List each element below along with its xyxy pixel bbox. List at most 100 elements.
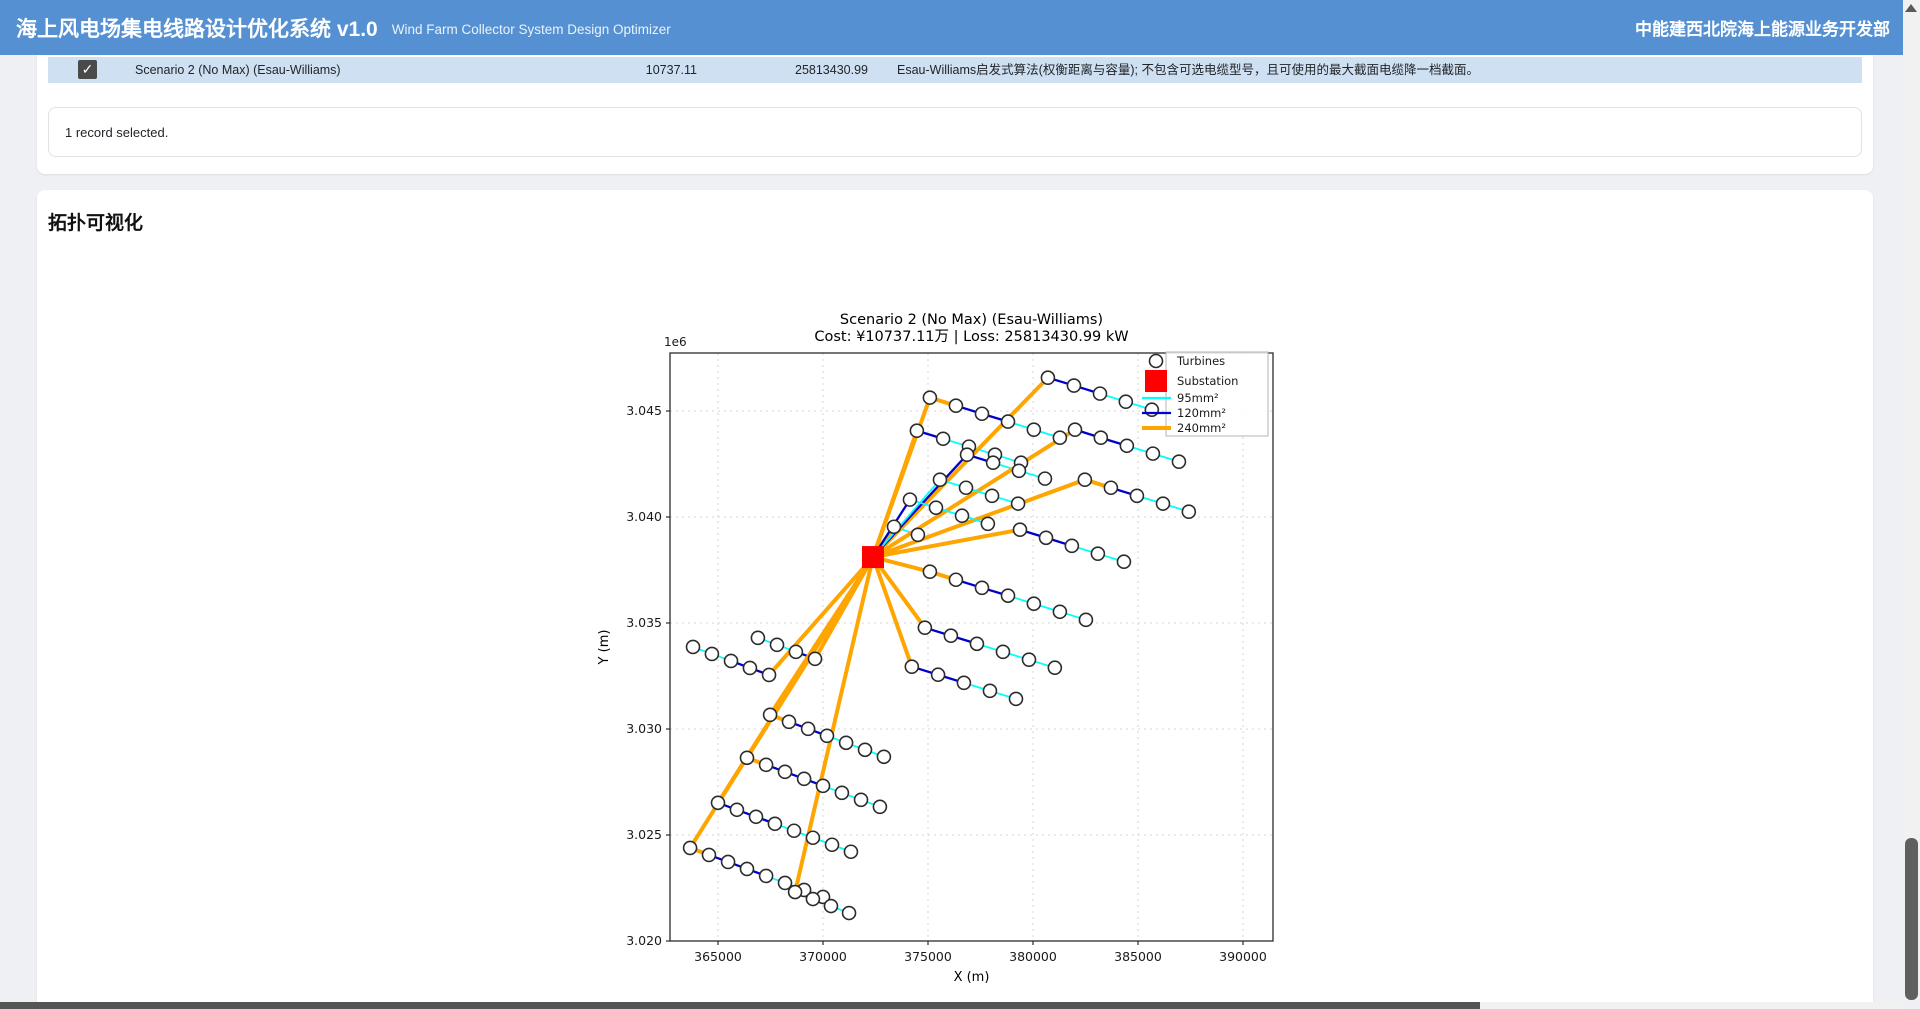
section-title: 拓扑可视化 xyxy=(48,208,143,235)
legend-label: Turbines xyxy=(1176,354,1225,368)
x-axis-label: X (m) xyxy=(954,970,990,985)
scenario-cost-cell: 10737.11 xyxy=(548,57,697,83)
turbine-marker xyxy=(1002,415,1015,428)
turbine-marker xyxy=(1040,531,1053,544)
turbine-marker xyxy=(949,573,962,586)
x-tick-label: 380000 xyxy=(1009,949,1057,964)
turbine-marker xyxy=(768,817,781,830)
vertical-scrollbar[interactable] xyxy=(1903,0,1920,1002)
turbine-marker xyxy=(944,629,957,642)
y-tick-label: 3.025 xyxy=(626,827,662,842)
turbine-marker xyxy=(873,800,886,813)
turbine-marker xyxy=(1079,613,1092,626)
turbine-marker xyxy=(957,676,970,689)
turbine-marker xyxy=(826,838,839,851)
turbine-marker xyxy=(760,869,773,882)
turbine-marker xyxy=(905,660,918,673)
turbine-marker xyxy=(722,855,735,868)
x-tick-label: 385000 xyxy=(1114,949,1162,964)
substation-marker xyxy=(862,546,884,568)
y-tick-label: 3.030 xyxy=(626,721,662,736)
turbine-marker xyxy=(1156,497,1169,510)
x-tick-label: 375000 xyxy=(904,949,952,964)
scenario-table-row[interactable]: ✓ Scenario 2 (No Max) (Esau-Williams) 10… xyxy=(48,57,1862,83)
turbine-marker xyxy=(975,581,988,594)
turbine-marker xyxy=(687,640,700,653)
turbine-marker xyxy=(1065,539,1078,552)
turbine-marker xyxy=(983,684,996,697)
selection-status-box: 1 record selected. xyxy=(48,107,1862,157)
turbine-marker xyxy=(933,473,946,486)
turbine-marker xyxy=(937,432,950,445)
turbine-marker xyxy=(1091,547,1104,560)
turbine-marker xyxy=(809,652,822,665)
scroll-up-icon[interactable] xyxy=(1905,4,1917,12)
scenario-loss-cell: 25813430.99 xyxy=(728,57,868,83)
turbine-marker xyxy=(1068,423,1081,436)
app-department: 中能建西北院海上能源业务开发部 xyxy=(1635,15,1890,40)
turbine-marker xyxy=(1009,692,1022,705)
turbine-marker xyxy=(840,736,853,749)
turbine-marker xyxy=(1002,589,1015,602)
turbine-marker xyxy=(817,779,830,792)
row-checkbox[interactable]: ✓ xyxy=(78,60,97,79)
scenario-description-cell: Esau-Williams启发式算法(权衡距离与容量); 不包含可选电缆型号，且… xyxy=(897,57,1479,83)
turbine-marker xyxy=(877,750,890,763)
y-tick-label: 3.020 xyxy=(626,933,662,948)
turbine-marker xyxy=(712,796,725,809)
turbine-marker xyxy=(778,765,791,778)
y-tick-label: 3.045 xyxy=(626,403,662,418)
turbine-marker xyxy=(1013,523,1026,536)
turbine-marker xyxy=(1012,497,1025,510)
turbine-marker xyxy=(802,722,815,735)
app-title: 海上风电场集电线路设计优化系统 v1.0 xyxy=(16,13,378,43)
turbine-marker xyxy=(929,501,942,514)
turbine-marker xyxy=(750,810,763,823)
topology-card: 拓扑可视化 3650003700003750003800003850003900… xyxy=(37,190,1873,1009)
turbine-marker xyxy=(788,824,801,837)
turbine-marker xyxy=(932,668,945,681)
turbine-marker xyxy=(1048,661,1061,674)
legend-label: 240mm² xyxy=(1177,421,1226,435)
turbine-marker xyxy=(1130,489,1143,502)
vertical-scrollbar-thumb[interactable] xyxy=(1905,838,1918,1000)
legend-label: 120mm² xyxy=(1177,406,1226,420)
turbine-marker xyxy=(910,424,923,437)
turbine-marker xyxy=(789,645,802,658)
turbine-marker xyxy=(1067,379,1080,392)
turbine-marker xyxy=(960,481,973,494)
turbine-marker xyxy=(903,493,916,506)
turbine-marker xyxy=(725,654,738,667)
turbine-marker xyxy=(1104,481,1117,494)
results-card: ✓ Scenario 2 (No Max) (Esau-Williams) 10… xyxy=(37,55,1873,174)
y-axis-label: Y (m) xyxy=(597,630,612,666)
turbine-marker xyxy=(986,489,999,502)
turbine-marker xyxy=(1146,447,1159,460)
turbine-marker xyxy=(1078,473,1091,486)
turbine-marker xyxy=(835,786,848,799)
turbine-marker xyxy=(684,841,697,854)
turbine-marker xyxy=(1053,431,1066,444)
turbine-marker xyxy=(923,391,936,404)
horizontal-scrollbar[interactable] xyxy=(0,1002,1903,1009)
cable-line-240 xyxy=(873,557,912,667)
turbine-marker xyxy=(730,803,743,816)
turbine-marker xyxy=(1093,387,1106,400)
turbine-marker xyxy=(740,862,753,875)
turbine-marker xyxy=(918,621,931,634)
scenario-name-cell: Scenario 2 (No Max) (Esau-Williams) xyxy=(135,57,341,83)
turbine-marker xyxy=(1041,371,1054,384)
turbine-marker xyxy=(911,528,924,541)
turbine-marker xyxy=(923,565,936,578)
turbine-marker xyxy=(1094,431,1107,444)
legend-label: Substation xyxy=(1177,374,1238,388)
turbine-marker xyxy=(705,647,718,660)
selection-status-text: 1 record selected. xyxy=(65,125,168,140)
horizontal-scrollbar-thumb[interactable] xyxy=(0,1002,1480,1009)
turbine-marker xyxy=(970,637,983,650)
turbine-marker xyxy=(806,831,819,844)
turbine-marker xyxy=(961,448,974,461)
x-tick-label: 365000 xyxy=(694,949,742,964)
turbine-marker xyxy=(764,708,777,721)
turbine-marker xyxy=(1145,403,1158,416)
